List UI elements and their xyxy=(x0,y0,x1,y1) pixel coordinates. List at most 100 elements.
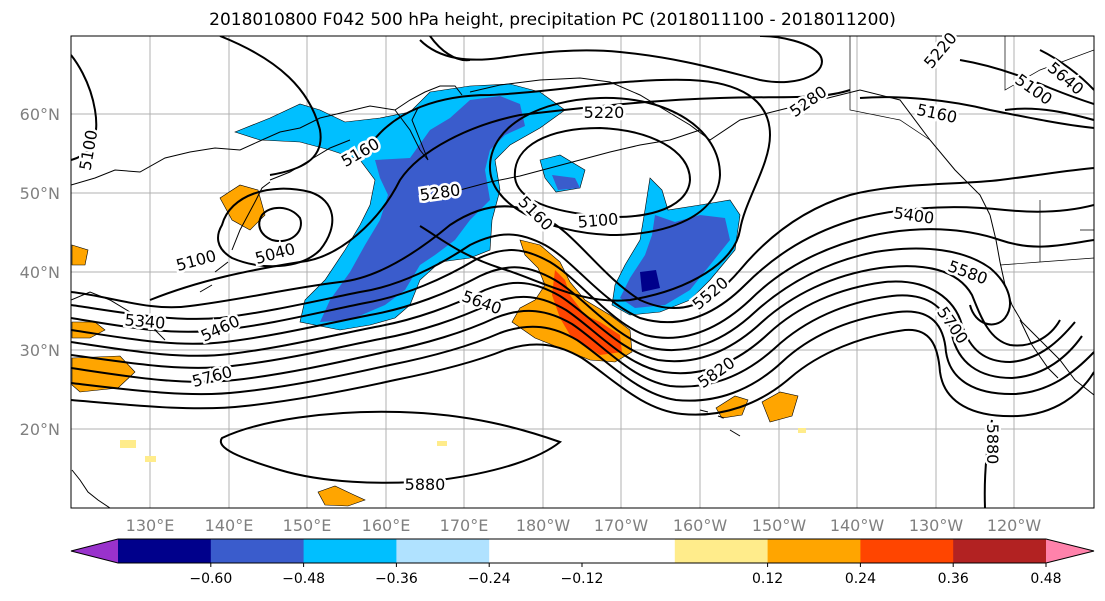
colorbar-segment xyxy=(674,539,769,563)
longitude-labels: 130°E 140°E 150°E 160°E 170°E 180°W 170°… xyxy=(126,516,1042,535)
colorbar-segment xyxy=(767,539,861,563)
lon-label-140e: 140°E xyxy=(205,516,254,535)
alaska-coast xyxy=(469,77,991,216)
contour-label: 5760 xyxy=(190,362,234,391)
lat-label-50: 50°N xyxy=(20,184,60,203)
lon-label-120w: 120°W xyxy=(987,516,1042,535)
lon-label-130e: 130°E xyxy=(126,516,175,535)
japan-islands xyxy=(199,181,271,293)
contour-label: 5100 xyxy=(76,128,102,171)
shading-blue-east-small xyxy=(552,175,580,190)
lon-label-160e: 160°E xyxy=(362,516,411,535)
contour-north-center xyxy=(429,36,471,62)
north-america-coast xyxy=(989,214,1094,396)
colorbar-ticks: −0.60 −0.48 −0.36 −0.24 −0.12 0.12 0.24 0.36 0.4… xyxy=(189,563,1062,587)
contour-label: 5220 xyxy=(584,103,625,122)
contour-northwest xyxy=(219,36,322,176)
lon-label-180w: 180°W xyxy=(516,516,571,535)
coastlines xyxy=(71,77,1094,508)
contour-5100-low-east xyxy=(513,126,692,218)
colorbar-tick-label: −0.36 xyxy=(375,571,418,587)
colorbar-tick-label: −0.48 xyxy=(282,571,325,587)
lat-label-40: 40°N xyxy=(20,263,60,282)
shading-orange-south xyxy=(317,485,366,507)
contour-label: 5100 xyxy=(577,209,619,231)
contour-5460 xyxy=(71,228,1094,339)
colorbar-segment xyxy=(860,539,954,563)
contour-5220 xyxy=(369,78,772,302)
kamchatka xyxy=(394,107,429,161)
colorbar-tick-label: 0.24 xyxy=(845,571,876,587)
contour-5820 xyxy=(71,328,1094,418)
lon-label-170e: 170°E xyxy=(440,516,489,535)
contour-5040-low xyxy=(258,206,302,243)
contour-northeast xyxy=(1004,107,1094,121)
contour-label: 5160 xyxy=(915,100,959,127)
colorbar-tick-label: −0.12 xyxy=(561,571,604,587)
lon-label-150e: 150°E xyxy=(283,516,332,535)
colorbar-extend-low xyxy=(71,539,118,563)
contour-5640 xyxy=(71,280,1076,375)
colorbar-segment xyxy=(582,539,676,563)
contour-label: 5880 xyxy=(405,475,446,494)
political-borders xyxy=(849,36,1094,266)
lon-label-130w: 130°W xyxy=(909,516,964,535)
contour-5160-northeast xyxy=(859,96,1094,129)
colorbar-segment xyxy=(118,539,212,563)
philippines xyxy=(71,469,111,508)
lat-label-30: 30°N xyxy=(20,341,60,360)
contour-label: 5160 xyxy=(515,192,557,234)
colorbar-segment xyxy=(210,539,305,563)
contour-5100-low-west xyxy=(217,187,334,268)
contour-5160-ring xyxy=(488,96,722,237)
colorbar xyxy=(70,538,1095,564)
asia-coast xyxy=(71,85,463,186)
shading-yellow-dot-2 xyxy=(145,456,156,462)
colorbar-extend-high xyxy=(1046,539,1094,563)
lon-label-170w: 170°W xyxy=(594,516,649,535)
contour-5100-northeast xyxy=(959,59,1094,105)
shading-orange-west-edge-2 xyxy=(71,244,89,266)
aleutian-islands xyxy=(429,129,701,196)
colorbar-segment xyxy=(953,539,1047,563)
negative-pc-shading xyxy=(234,83,741,331)
contour-label: 5100 xyxy=(174,246,218,275)
contour-5100-far-west xyxy=(71,54,98,161)
contour-5880-closed xyxy=(219,410,563,484)
contour-5880-east xyxy=(983,419,993,508)
lat-label-60: 60°N xyxy=(20,105,60,124)
shading-yellow-dot-4 xyxy=(798,428,806,433)
baja xyxy=(1019,319,1059,379)
colorbar-segment xyxy=(396,539,490,563)
contour-label: 5880 xyxy=(983,424,1002,465)
shading-navy-southeast xyxy=(640,270,660,292)
lon-label-160w: 160°W xyxy=(673,516,728,535)
shading-yellow-dot-1 xyxy=(120,440,136,448)
colorbar-tick-label: −0.60 xyxy=(189,571,232,587)
contour-5340 xyxy=(71,167,1094,309)
colorbar-tick-label: 0.12 xyxy=(752,571,783,587)
map-title: 2018010800 F042 500 hPa height, precipit… xyxy=(209,10,896,30)
contour-label: 5340 xyxy=(124,310,166,332)
contour-5280 xyxy=(149,89,851,301)
latitude-labels: 60°N 50°N 40°N 30°N 20°N xyxy=(20,105,60,439)
contour-5400 xyxy=(71,204,1094,324)
colorbar-tick-label: −0.24 xyxy=(468,571,511,587)
colorbar-frame xyxy=(70,538,1095,564)
contour-5700 xyxy=(71,294,1083,388)
contour-label: 5580 xyxy=(945,257,990,289)
shading-orange-japan xyxy=(219,184,266,231)
contour-label: 5220 xyxy=(920,29,961,72)
shading-yellow-dot-3 xyxy=(437,441,447,446)
shading-blue-west xyxy=(320,96,525,322)
colorbar-segment xyxy=(303,539,397,563)
contour-5520 xyxy=(71,247,1011,352)
plot-frame xyxy=(70,35,1095,509)
colorbar-tick-label: 0.36 xyxy=(938,571,969,587)
contour-label: 5280 xyxy=(419,180,462,204)
hawaii xyxy=(699,409,741,437)
colorbar-segment xyxy=(489,539,583,563)
plot-area xyxy=(71,36,1094,508)
positive-pc-shading xyxy=(71,184,806,507)
